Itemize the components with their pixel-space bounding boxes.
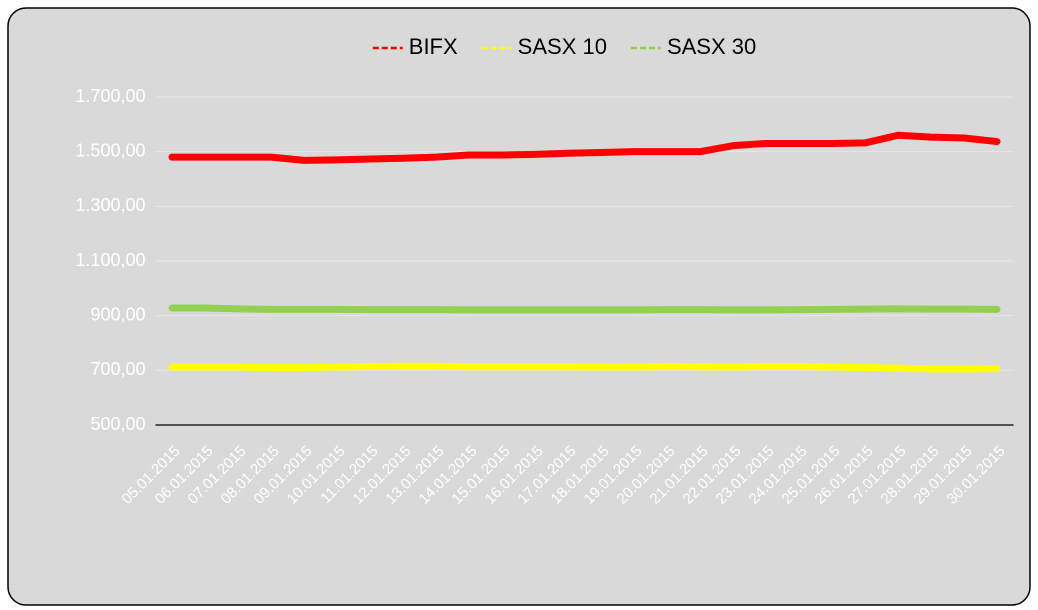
legend-label: SASX 10 — [518, 34, 607, 59]
y-tick-label: 500,00 — [90, 414, 145, 434]
legend-label: BIFX — [409, 34, 458, 59]
y-tick-label: 1.500,00 — [75, 140, 145, 160]
y-tick-label: 700,00 — [90, 359, 145, 379]
y-tick-label: 1.100,00 — [75, 250, 145, 270]
legend-label: SASX 30 — [667, 34, 756, 59]
y-tick-label: 1.300,00 — [75, 195, 145, 215]
series-line — [168, 362, 1001, 373]
series-line — [168, 131, 1001, 164]
legend: BIFX SASX 10 SASX 30 — [372, 34, 756, 59]
y-tick-label: 900,00 — [90, 304, 145, 324]
y-tick-label: 1.700,00 — [75, 86, 145, 106]
series-line — [168, 304, 1001, 314]
